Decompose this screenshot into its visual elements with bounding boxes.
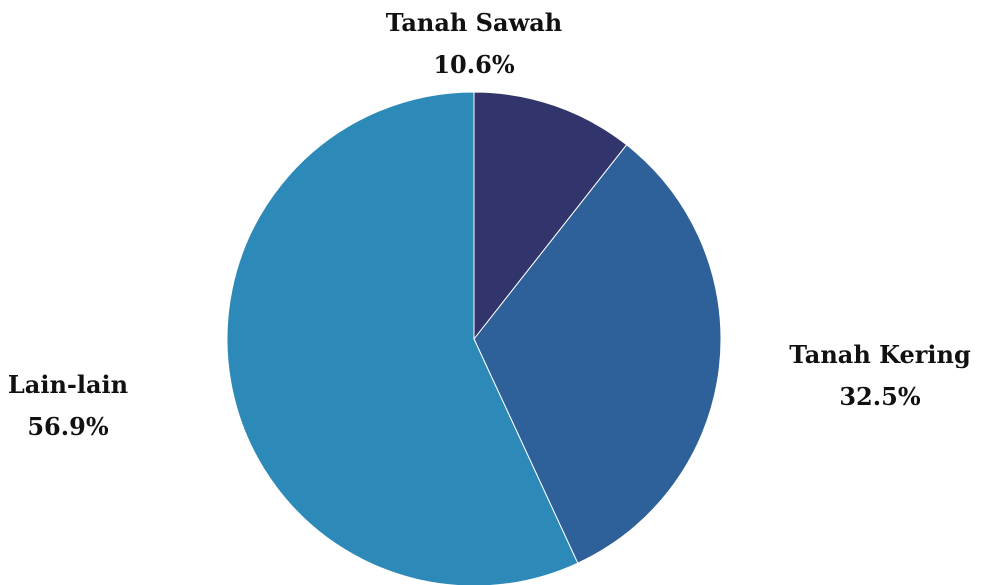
slice-label-tanah-kering: Tanah Kering 32.5% [770, 334, 990, 418]
slice-name-lain-lain: Lain-lain [7, 370, 129, 399]
slice-value-tanah-kering: 32.5% [839, 382, 921, 411]
slice-name-tanah-sawah: Tanah Sawah [385, 8, 563, 37]
slice-label-lain-lain: Lain-lain 56.9% [0, 364, 158, 448]
slice-label-tanah-sawah: Tanah Sawah 10.6% [374, 2, 574, 86]
pie-slice-tanah-kering [473, 144, 722, 564]
slice-value-lain-lain: 56.9% [27, 412, 109, 441]
slice-name-tanah-kering: Tanah Kering [789, 340, 971, 369]
slice-value-tanah-sawah: 10.6% [433, 50, 515, 79]
pie-slice-tanah-sawah [473, 91, 628, 341]
